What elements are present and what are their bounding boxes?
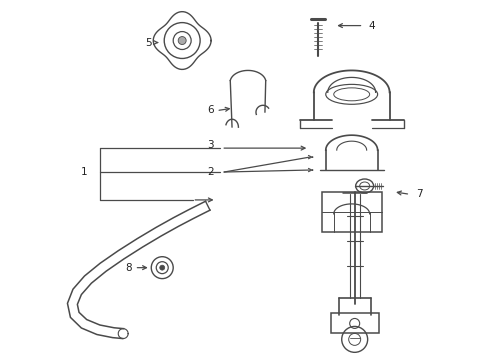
Circle shape xyxy=(178,37,186,45)
Text: 8: 8 xyxy=(125,263,132,273)
Text: 3: 3 xyxy=(207,140,214,150)
Circle shape xyxy=(160,265,165,270)
Text: 5: 5 xyxy=(145,37,151,48)
Text: 4: 4 xyxy=(368,21,375,31)
Text: 2: 2 xyxy=(207,167,214,177)
Bar xyxy=(331,314,379,333)
Text: 1: 1 xyxy=(81,167,88,177)
Text: 6: 6 xyxy=(207,105,214,115)
Text: 7: 7 xyxy=(416,189,423,199)
Bar xyxy=(322,192,382,232)
